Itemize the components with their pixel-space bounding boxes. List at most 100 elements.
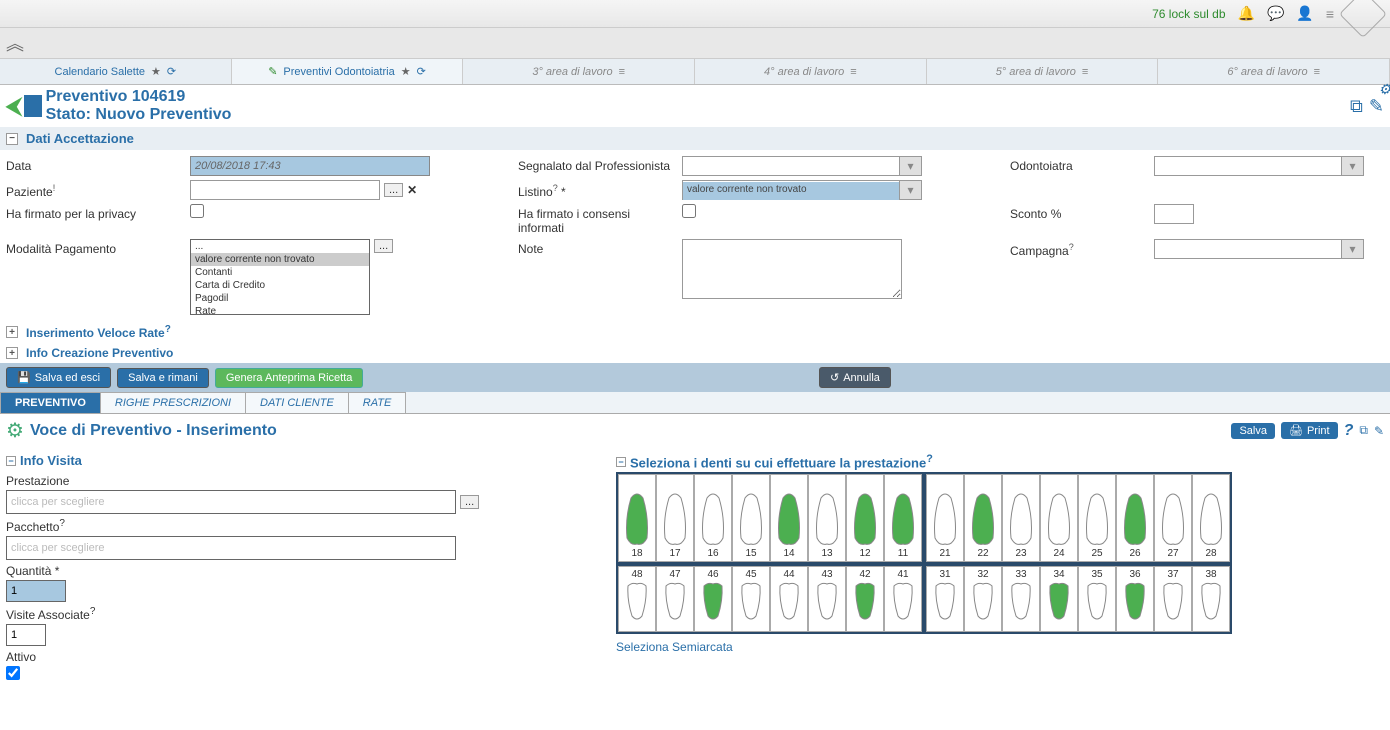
pagamento-option[interactable]: Pagodil	[191, 292, 369, 305]
tooth-47[interactable]: 47	[656, 566, 694, 632]
refresh-icon[interactable]: ⟳	[417, 65, 426, 78]
star-icon[interactable]: ★	[401, 65, 411, 78]
save-exit-button[interactable]: 💾 Salva ed esci	[6, 367, 111, 388]
tab-preventivi[interactable]: ✎ Preventivi Odontoiatria ★ ⟳	[232, 59, 464, 84]
subtab-dati-cliente[interactable]: DATI CLIENTE	[245, 392, 349, 413]
tooth-11[interactable]: 11	[884, 474, 922, 562]
select-campagna[interactable]: ▾	[1154, 239, 1364, 259]
pagamento-option[interactable]: Carta di Credito	[191, 279, 369, 292]
tooth-13[interactable]: 13	[808, 474, 846, 562]
select-segnalato[interactable]: ▾	[682, 156, 922, 176]
menu-icon[interactable]: ≡	[1326, 6, 1334, 22]
tooth-28[interactable]: 28	[1192, 474, 1230, 562]
lookup-prestazione-button[interactable]: ...	[460, 495, 479, 509]
tooth-38[interactable]: 38	[1192, 566, 1230, 632]
tooth-43[interactable]: 43	[808, 566, 846, 632]
tooth-33[interactable]: 33	[1002, 566, 1040, 632]
checkbox-consensi[interactable]	[682, 204, 696, 218]
collapse-toggle-icon[interactable]: −	[6, 133, 18, 145]
voce-print-button[interactable]: 🖨 Print	[1281, 422, 1338, 439]
tab-area4[interactable]: 4° area di lavoro≡	[695, 59, 927, 84]
select-odontoiatra[interactable]: ▾	[1154, 156, 1364, 176]
save-stay-button[interactable]: Salva e rimani	[117, 368, 209, 388]
tab-area3[interactable]: 3° area di lavoro≡	[463, 59, 695, 84]
external-link-icon[interactable]: ⧉	[1359, 423, 1368, 438]
tooth-24[interactable]: 24	[1040, 474, 1078, 562]
external-link-icon[interactable]: ⧉	[1350, 96, 1363, 117]
textarea-note[interactable]	[682, 239, 902, 299]
section-info-creazione[interactable]: + Info Creazione Preventivo	[0, 343, 1390, 363]
cancel-button[interactable]: ↺ Annulla	[819, 367, 891, 388]
tooth-32[interactable]: 32	[964, 566, 1002, 632]
input-sconto[interactable]	[1154, 204, 1194, 224]
clear-paziente-icon[interactable]: ✕	[407, 183, 417, 197]
checkbox-privacy[interactable]	[190, 204, 204, 218]
tab-area6[interactable]: 6° area di lavoro≡⚙	[1158, 59, 1390, 84]
tooth-23[interactable]: 23	[1002, 474, 1040, 562]
select-listino[interactable]: valore corrente non trovato▾	[682, 180, 922, 200]
tooth-36[interactable]: 36	[1116, 566, 1154, 632]
bell-icon[interactable]: 🔔	[1238, 5, 1255, 22]
pagamento-option[interactable]: Rate	[191, 305, 369, 315]
tooth-25[interactable]: 25	[1078, 474, 1116, 562]
tooth-16[interactable]: 16	[694, 474, 732, 562]
tooth-41[interactable]: 41	[884, 566, 922, 632]
tooth-35[interactable]: 35	[1078, 566, 1116, 632]
menu-small-icon[interactable]: ≡	[850, 66, 856, 78]
tooth-21[interactable]: 21	[926, 474, 964, 562]
tooth-27[interactable]: 27	[1154, 474, 1192, 562]
lookup-paziente-button[interactable]: ...	[384, 183, 403, 197]
input-visite-associate[interactable]	[6, 624, 46, 646]
tooth-14[interactable]: 14	[770, 474, 808, 562]
help-icon[interactable]: ?	[1344, 422, 1354, 440]
input-quantita[interactable]	[6, 580, 66, 602]
tooth-12[interactable]: 12	[846, 474, 884, 562]
tooth-26[interactable]: 26	[1116, 474, 1154, 562]
menu-small-icon[interactable]: ≡	[619, 66, 625, 78]
preview-recipe-button[interactable]: Genera Anteprima Ricetta	[215, 368, 364, 388]
expand-toggle-icon[interactable]: +	[6, 347, 18, 359]
collapse-toggle-icon[interactable]: −	[616, 457, 626, 467]
subtab-preventivo[interactable]: PREVENTIVO	[0, 392, 101, 413]
listbox-pagamento[interactable]: ...valore corrente non trovatoContantiCa…	[190, 239, 370, 315]
tooth-46[interactable]: 46	[694, 566, 732, 632]
tooth-37[interactable]: 37	[1154, 566, 1192, 632]
input-pacchetto[interactable]	[6, 536, 456, 560]
refresh-icon[interactable]: ⟳	[167, 65, 176, 78]
tab-calendario[interactable]: Calendario Salette ★ ⟳	[0, 59, 232, 84]
pagamento-option[interactable]: Contanti	[191, 266, 369, 279]
tooth-22[interactable]: 22	[964, 474, 1002, 562]
input-data[interactable]	[190, 156, 430, 176]
subtab-rate[interactable]: RATE	[348, 392, 407, 413]
edit-icon[interactable]: ✎	[1374, 424, 1384, 438]
settings-gear-icon[interactable]: ⚙	[1378, 81, 1390, 98]
lookup-pagamento-button[interactable]: ...	[374, 239, 393, 253]
voce-save-button[interactable]: Salva	[1231, 423, 1275, 439]
pagamento-option[interactable]: valore corrente non trovato	[191, 253, 369, 266]
tooth-42[interactable]: 42	[846, 566, 884, 632]
tooth-34[interactable]: 34	[1040, 566, 1078, 632]
back-icon[interactable]: ⮜	[6, 93, 22, 119]
section-info-visita[interactable]: −Info Visita	[6, 451, 606, 470]
menu-small-icon[interactable]: ≡	[1314, 66, 1320, 78]
edit-icon[interactable]: ✎	[1369, 96, 1384, 117]
pagamento-option[interactable]: ...	[191, 240, 369, 253]
input-paziente[interactable]	[190, 180, 380, 200]
expand-toggle-icon[interactable]: +	[6, 326, 18, 338]
section-inserimento-rate[interactable]: + Inserimento Veloce Rate?	[0, 321, 1390, 343]
subtab-righe[interactable]: RIGHE PRESCRIZIONI	[100, 392, 246, 413]
tab-area5[interactable]: 5° area di lavoro≡	[927, 59, 1159, 84]
tooth-31[interactable]: 31	[926, 566, 964, 632]
chat-icon[interactable]: 💬	[1267, 5, 1284, 22]
collapse-toggle-icon[interactable]: −	[6, 456, 16, 466]
menu-small-icon[interactable]: ≡	[1082, 66, 1088, 78]
tooth-44[interactable]: 44	[770, 566, 808, 632]
tooth-15[interactable]: 15	[732, 474, 770, 562]
section-dati-accettazione[interactable]: − Dati Accettazione	[0, 127, 1390, 150]
tooth-17[interactable]: 17	[656, 474, 694, 562]
section-teeth[interactable]: −Seleziona i denti su cui effettuare la …	[616, 451, 1384, 472]
star-icon[interactable]: ★	[151, 65, 161, 78]
input-prestazione[interactable]	[6, 490, 456, 514]
collapse-header-toggle[interactable]: ︽	[0, 28, 1390, 59]
checkbox-attivo[interactable]	[6, 666, 20, 680]
